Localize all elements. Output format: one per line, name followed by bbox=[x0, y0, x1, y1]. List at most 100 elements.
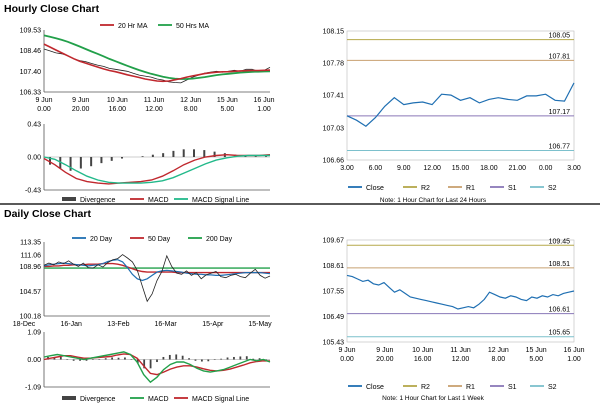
hourly24-legend-s1: S1 bbox=[508, 185, 517, 192]
daily-price-y-tick: 113.35 bbox=[20, 240, 41, 247]
dailyweek-note: Note: 1 Hour Chart for Last 1 Week bbox=[382, 395, 485, 402]
dailyweek-x-tick: 20.00 bbox=[376, 356, 394, 363]
hourly-divergence-bar bbox=[49, 157, 51, 165]
daily-divergence-bar bbox=[124, 357, 126, 360]
hourly24-x-tick: 3.00 bbox=[567, 165, 581, 172]
hourly24-x-tick: 9.00 bbox=[397, 165, 411, 172]
dailyweek-y-tick: 109.67 bbox=[323, 238, 345, 245]
dailyweek-x-tick: 1.00 bbox=[567, 356, 581, 363]
hourly-legend-20ma: 20 Hr MA bbox=[118, 23, 148, 30]
hourly-price-x-tick: 16.00 bbox=[109, 106, 127, 113]
hourly-divergence-bar bbox=[100, 157, 103, 164]
hourly-price-x-tick: 8.00 bbox=[184, 106, 198, 113]
daily-divergence-bar bbox=[85, 359, 88, 361]
daily-divergence-bar bbox=[136, 359, 139, 364]
hourly-price-x-tick: 0.00 bbox=[37, 106, 51, 113]
hourly-price-y-tick: 109.53 bbox=[20, 28, 42, 35]
dailyweek-x-tick: 11 Jun bbox=[450, 347, 471, 354]
hourly-divergence-bar bbox=[193, 149, 195, 157]
daily-divergence-bar bbox=[53, 356, 56, 360]
daily-macd-y-tick: 1.09 bbox=[27, 330, 41, 337]
hourly-macd-y-tick: 0.00 bbox=[27, 155, 41, 162]
daily-divergence-bar bbox=[59, 356, 62, 360]
dailyweek-close-line bbox=[346, 274, 575, 310]
hourly-price-x-tick: 5.00 bbox=[221, 106, 235, 113]
dailyweek-x-tick: 9 Jun bbox=[338, 347, 355, 354]
daily-divergence-bar bbox=[162, 356, 165, 360]
daily-divergence-bar bbox=[245, 356, 248, 360]
daily-divergence-bar bbox=[72, 359, 75, 361]
daily-divergence-bar bbox=[213, 359, 216, 360]
daily-divergence-bar bbox=[194, 359, 197, 361]
dailyweek-plot-frame bbox=[346, 239, 575, 343]
hourly24-x-tick: 15.00 bbox=[452, 165, 470, 172]
hourly-legend-signal: MACD Signal Line bbox=[192, 197, 249, 204]
daily-divergence-bar bbox=[220, 358, 223, 360]
daily-macd-line bbox=[43, 351, 271, 384]
daily-divergence-bar bbox=[252, 358, 255, 360]
hourly-macd-y-tick: -0.43 bbox=[25, 188, 41, 195]
hourly-divergence-bar bbox=[151, 154, 154, 157]
dailyweek-x-tick: 16.00 bbox=[414, 356, 432, 363]
hourly24-x-tick: 6.00 bbox=[369, 165, 383, 172]
hourly24-x-tick: 0.00 bbox=[539, 165, 553, 172]
hourly-divergence-bar bbox=[90, 157, 93, 167]
daily-price-y-tick: 104.57 bbox=[20, 289, 42, 296]
daily-divergence-bar bbox=[226, 357, 229, 360]
hourly-20ma-line bbox=[43, 43, 271, 83]
hourly-price-line bbox=[43, 48, 271, 84]
hourly-price-x-tick: 15 Jun bbox=[217, 97, 238, 104]
hourly24-note: Note: 1 Hour Chart for Last 24 Hours bbox=[380, 197, 487, 204]
hourly-divergence-bar bbox=[110, 157, 113, 161]
dailyweek-level-label: 105.65 bbox=[549, 330, 571, 337]
hourly-divergence-bar bbox=[141, 156, 144, 157]
hourly24-close-line bbox=[346, 82, 575, 127]
hourly24-y-tick: 106.66 bbox=[323, 158, 345, 165]
daily-divergence-bar bbox=[79, 359, 81, 361]
dailyweek-y-tick: 105.43 bbox=[323, 340, 345, 347]
daily-divergence-bar bbox=[104, 358, 107, 360]
daily-divergence-bar bbox=[239, 356, 242, 360]
daily-legend-signal: MACD Signal Line bbox=[192, 396, 249, 403]
hourly-legend-50ma: 50 Hrs MA bbox=[176, 23, 209, 30]
dailyweek-legend-s1: S1 bbox=[508, 384, 517, 391]
dailyweek-legend-s2: S2 bbox=[548, 384, 557, 391]
daily-divergence-bar bbox=[175, 354, 178, 360]
hourly-divergence-bar bbox=[265, 156, 267, 157]
hourly-legend-divergence: Divergence bbox=[80, 197, 116, 204]
daily-legend-50day: 50 Day bbox=[148, 236, 171, 243]
daily-divergence-bar bbox=[181, 355, 184, 360]
hourly-price-y-tick: 107.40 bbox=[20, 69, 42, 76]
hourly-price-x-tick: 9 Jun bbox=[35, 97, 52, 104]
daily-legend-200day: 200 Day bbox=[206, 236, 233, 243]
hourly-divergence-bar bbox=[182, 149, 185, 157]
daily-legend-divergence-swatch bbox=[62, 396, 76, 400]
hourly24-legend-s2: S2 bbox=[548, 185, 557, 192]
dailyweek-x-tick: 12.00 bbox=[452, 356, 470, 363]
daily-divergence-bar bbox=[168, 354, 171, 360]
hourly24-x-tick: 18.00 bbox=[480, 165, 498, 172]
daily-divergence-bar bbox=[111, 357, 114, 360]
daily-divergence-bar bbox=[149, 359, 152, 369]
daily-divergence-bar bbox=[200, 359, 203, 362]
dailyweek-x-tick: 0.00 bbox=[340, 356, 354, 363]
dailyweek-legend-close: Close bbox=[366, 384, 384, 391]
daily-macd-y-tick: -1.09 bbox=[25, 385, 41, 392]
daily-price-x-tick: 18-Dec bbox=[13, 321, 36, 328]
hourly-price-x-tick: 12 Jun bbox=[180, 97, 201, 104]
dailyweek-y-tick: 106.49 bbox=[323, 314, 345, 321]
daily-legend-divergence: Divergence bbox=[80, 396, 116, 403]
hourly-legend-macd: MACD bbox=[148, 197, 169, 204]
hourly-divergence-bar bbox=[213, 151, 216, 157]
hourly-legend-divergence-swatch bbox=[62, 197, 76, 201]
dailyweek-legend-r2: R2 bbox=[421, 384, 430, 391]
hourly-divergence-bar bbox=[121, 157, 123, 159]
daily-divergence-bar bbox=[207, 359, 210, 362]
daily-price-y-tick: 108.96 bbox=[20, 264, 42, 271]
hourly24-x-tick: 21.00 bbox=[508, 165, 526, 172]
hourly24-x-tick: 12.00 bbox=[423, 165, 441, 172]
hourly24-y-tick: 107.78 bbox=[323, 61, 345, 68]
hourly-section-title: Hourly Close Chart bbox=[4, 3, 100, 15]
hourly-price-x-tick: 1.00 bbox=[257, 106, 271, 113]
